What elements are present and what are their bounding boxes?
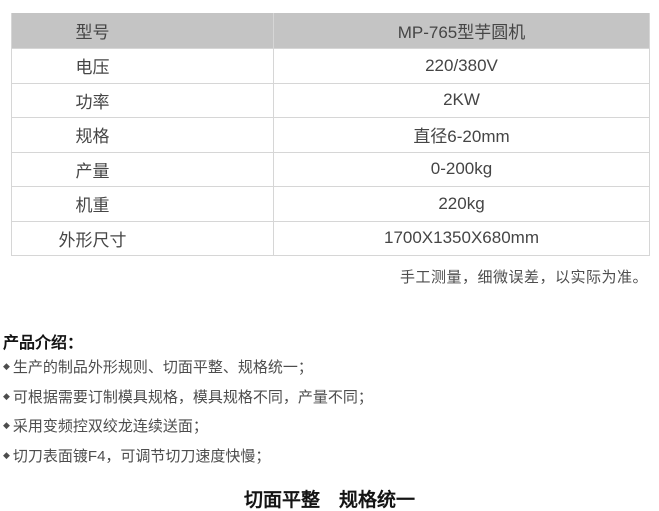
spec-table-row-size-spec: 规格 直径6-20mm (12, 117, 649, 152)
spec-table-header-row: 型号 MP-765型芋圆机 (12, 13, 649, 48)
product-intro-item-text: 生产的制品外形规则、切面平整、规格统一； (12, 359, 313, 377)
footer-slogan: 切面平整 规格统一 (243, 490, 415, 511)
measurement-note: 手工测量，细微误差，以实际为准。 (399, 269, 648, 286)
spec-table-row-power: 功率 2KW (12, 82, 649, 117)
product-intro-item: ◆ 可根据需要订制模具规格，模具规格不同，产量不同； (3, 382, 373, 412)
spec-label-size-spec: 规格 (12, 118, 274, 152)
product-intro-list: ◆ 生产的制品外形规则、切面平整、规格统一； ◆ 可根据需要订制模具规格，模具规… (3, 352, 373, 470)
spec-label-dimensions: 外形尺寸 (12, 221, 274, 255)
product-intro-item: ◆ 生产的制品外形规则、切面平整、规格统一； (3, 352, 373, 382)
diamond-bullet-icon: ◆ (3, 420, 10, 431)
product-intro-item-text: 切刀表面镀F4，可调节切刀速度快慢； (12, 448, 271, 466)
spec-table-row-output: 产量 0-200kg (12, 151, 649, 186)
spec-table: 型号 MP-765型芋圆机 电压 220/380V 功率 2KW 规格 直径6-… (11, 13, 650, 256)
spec-label-voltage: 电压 (12, 49, 274, 83)
diamond-bullet-icon: ◆ (3, 361, 10, 372)
spec-value-model: MP-765型芋圆机 (397, 23, 526, 42)
spec-value-dimensions: 1700X1350X680mm (383, 228, 539, 248)
spec-table-row-weight: 机重 220kg (12, 186, 649, 221)
spec-value-size-spec: 直径6-20mm (413, 127, 510, 147)
spec-label-model: 型号 (12, 13, 274, 48)
spec-value-power: 2KW (443, 90, 480, 110)
diamond-bullet-icon: ◆ (3, 390, 10, 401)
product-intro-item: ◆ 切刀表面镀F4，可调节切刀速度快慢； (3, 441, 373, 471)
spec-label-power: 功率 (12, 83, 274, 117)
diamond-bullet-icon: ◆ (3, 450, 10, 461)
spec-value-weight: 220kg (438, 193, 485, 213)
spec-table-row-voltage: 电压 220/380V (12, 48, 649, 83)
spec-table-row-dimensions: 外形尺寸 1700X1350X680mm (12, 220, 649, 255)
spec-label-weight: 机重 (12, 187, 274, 221)
product-intro-heading: 产品介绍： (3, 335, 84, 352)
spec-value-voltage: 220/380V (425, 55, 498, 75)
spec-label-output: 产量 (12, 152, 274, 186)
product-intro-item-text: 可根据需要订制模具规格，模具规格不同，产量不同； (12, 388, 373, 406)
spec-value-output: 0-200kg (430, 159, 493, 179)
product-intro-item: ◆ 采用变频控双绞龙连续送面； (3, 411, 373, 441)
product-intro-item-text: 采用变频控双绞龙连续送面； (12, 418, 208, 436)
